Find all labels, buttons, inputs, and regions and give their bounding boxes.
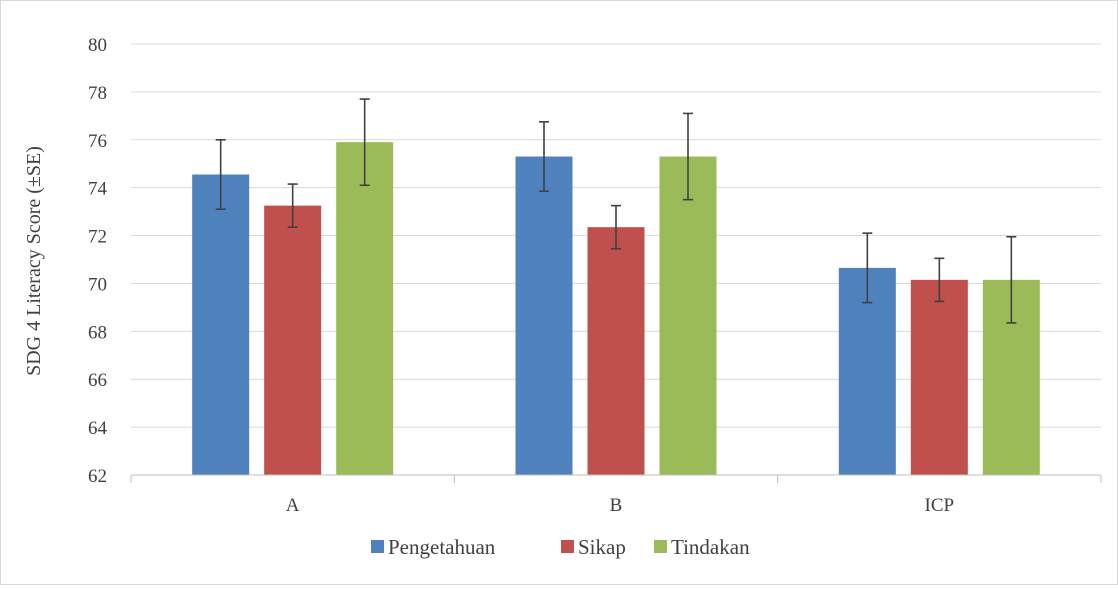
error-bar bbox=[862, 232, 873, 304]
y-tick-label: 78 bbox=[88, 83, 107, 104]
y-axis-label: SDG 4 Literacy Score (±SE) bbox=[23, 146, 45, 376]
legend-swatch bbox=[561, 540, 574, 553]
legend-label: Pengetahuan bbox=[388, 535, 496, 559]
y-tick-label: 80 bbox=[88, 35, 107, 56]
error-bar bbox=[287, 183, 298, 228]
x-tick-label: B bbox=[610, 495, 623, 516]
y-tick-label: 74 bbox=[88, 179, 108, 200]
error-bar bbox=[683, 112, 693, 201]
x-tick-label: A bbox=[286, 495, 300, 516]
error-bars bbox=[215, 98, 1017, 324]
y-tick-label: 62 bbox=[88, 466, 107, 487]
legend-swatch bbox=[371, 540, 384, 553]
y-axis-ticks: 62 64 66 68 70 72 74 76 78 80 bbox=[88, 35, 108, 487]
error-bar bbox=[539, 121, 549, 193]
error-bar bbox=[1006, 235, 1017, 324]
y-tick-label: 76 bbox=[88, 131, 107, 152]
y-tick-label: 68 bbox=[88, 322, 107, 343]
y-tick-label: 64 bbox=[88, 418, 108, 439]
error-bar bbox=[215, 138, 226, 211]
category-labels: A B ICP bbox=[286, 495, 954, 516]
bar-sikap-icp bbox=[910, 279, 968, 475]
legend-label: Sikap bbox=[578, 535, 626, 559]
legend-item-tindakan: Tindakan bbox=[654, 535, 750, 559]
legend: Pengetahuan Sikap Tindakan bbox=[371, 535, 750, 559]
y-tick-label: 66 bbox=[88, 370, 107, 391]
legend-swatch bbox=[654, 540, 667, 553]
legend-item-sikap: Sikap bbox=[561, 535, 626, 559]
y-tick-label: 72 bbox=[88, 227, 107, 248]
bar-tindakan-a bbox=[336, 142, 394, 475]
error-bar bbox=[359, 98, 370, 187]
error-bar bbox=[934, 257, 945, 303]
bar-pengetahuan-b bbox=[515, 156, 573, 476]
bar-sikap-a bbox=[264, 205, 322, 475]
bar-sikap-b bbox=[587, 227, 645, 475]
x-axis bbox=[130, 474, 1102, 483]
bar-pengetahuan-a bbox=[192, 174, 250, 475]
legend-item-pengetahuan: Pengetahuan bbox=[371, 535, 496, 559]
bars bbox=[192, 142, 1040, 476]
error-bar bbox=[611, 204, 621, 250]
y-tick-label: 70 bbox=[88, 274, 107, 295]
x-tick-label: ICP bbox=[925, 495, 955, 516]
legend-label: Tindakan bbox=[671, 535, 750, 559]
bar-tindakan-b bbox=[659, 156, 717, 476]
